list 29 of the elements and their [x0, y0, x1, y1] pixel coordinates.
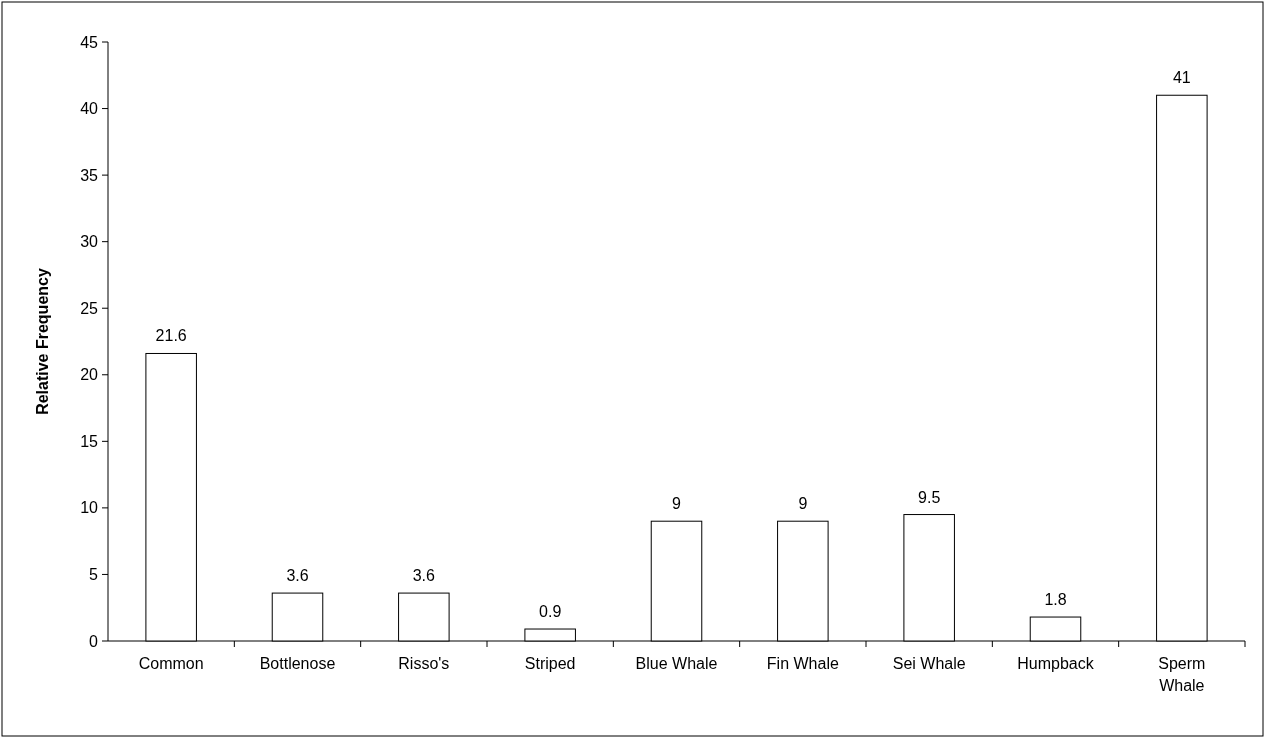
- data-label: 1.8: [1044, 591, 1067, 609]
- x-tick-label: Humpback: [1017, 655, 1095, 672]
- data-label: 3.6: [286, 567, 309, 585]
- y-axis-title: Relative Frequency: [34, 268, 51, 415]
- x-tick-label: Blue Whale: [635, 655, 718, 672]
- y-tick-label: 35: [80, 166, 99, 184]
- x-tick-label: Common: [138, 655, 204, 672]
- y-tick-label: 20: [80, 366, 99, 384]
- y-tick-label: 10: [80, 499, 99, 517]
- y-tick-label: 40: [80, 100, 99, 118]
- y-tick-label: 5: [89, 566, 99, 584]
- x-tick-label: Risso's: [398, 655, 450, 672]
- data-label: 3.6: [412, 567, 436, 585]
- data-label: 9: [672, 495, 682, 513]
- y-tick-label: 45: [80, 33, 99, 51]
- x-tick-label: Striped: [524, 655, 576, 672]
- data-label: 9: [798, 495, 808, 513]
- data-label: 41: [1172, 69, 1191, 87]
- x-tick-label: Bottlenose: [259, 655, 336, 672]
- data-label: 0.9: [539, 603, 562, 621]
- y-tick-label: 0: [89, 632, 99, 650]
- y-tick-label: 25: [80, 299, 99, 317]
- data-label: 21.6: [155, 327, 187, 345]
- y-tick-label: 15: [80, 432, 99, 450]
- y-tick-label: 30: [80, 233, 99, 251]
- x-tick-label: Sei Whale: [892, 655, 966, 672]
- data-label: 9.5: [918, 488, 941, 506]
- x-tick-label: Sperm Whale: [1158, 655, 1206, 694]
- x-tick-label: Fin Whale: [766, 655, 839, 672]
